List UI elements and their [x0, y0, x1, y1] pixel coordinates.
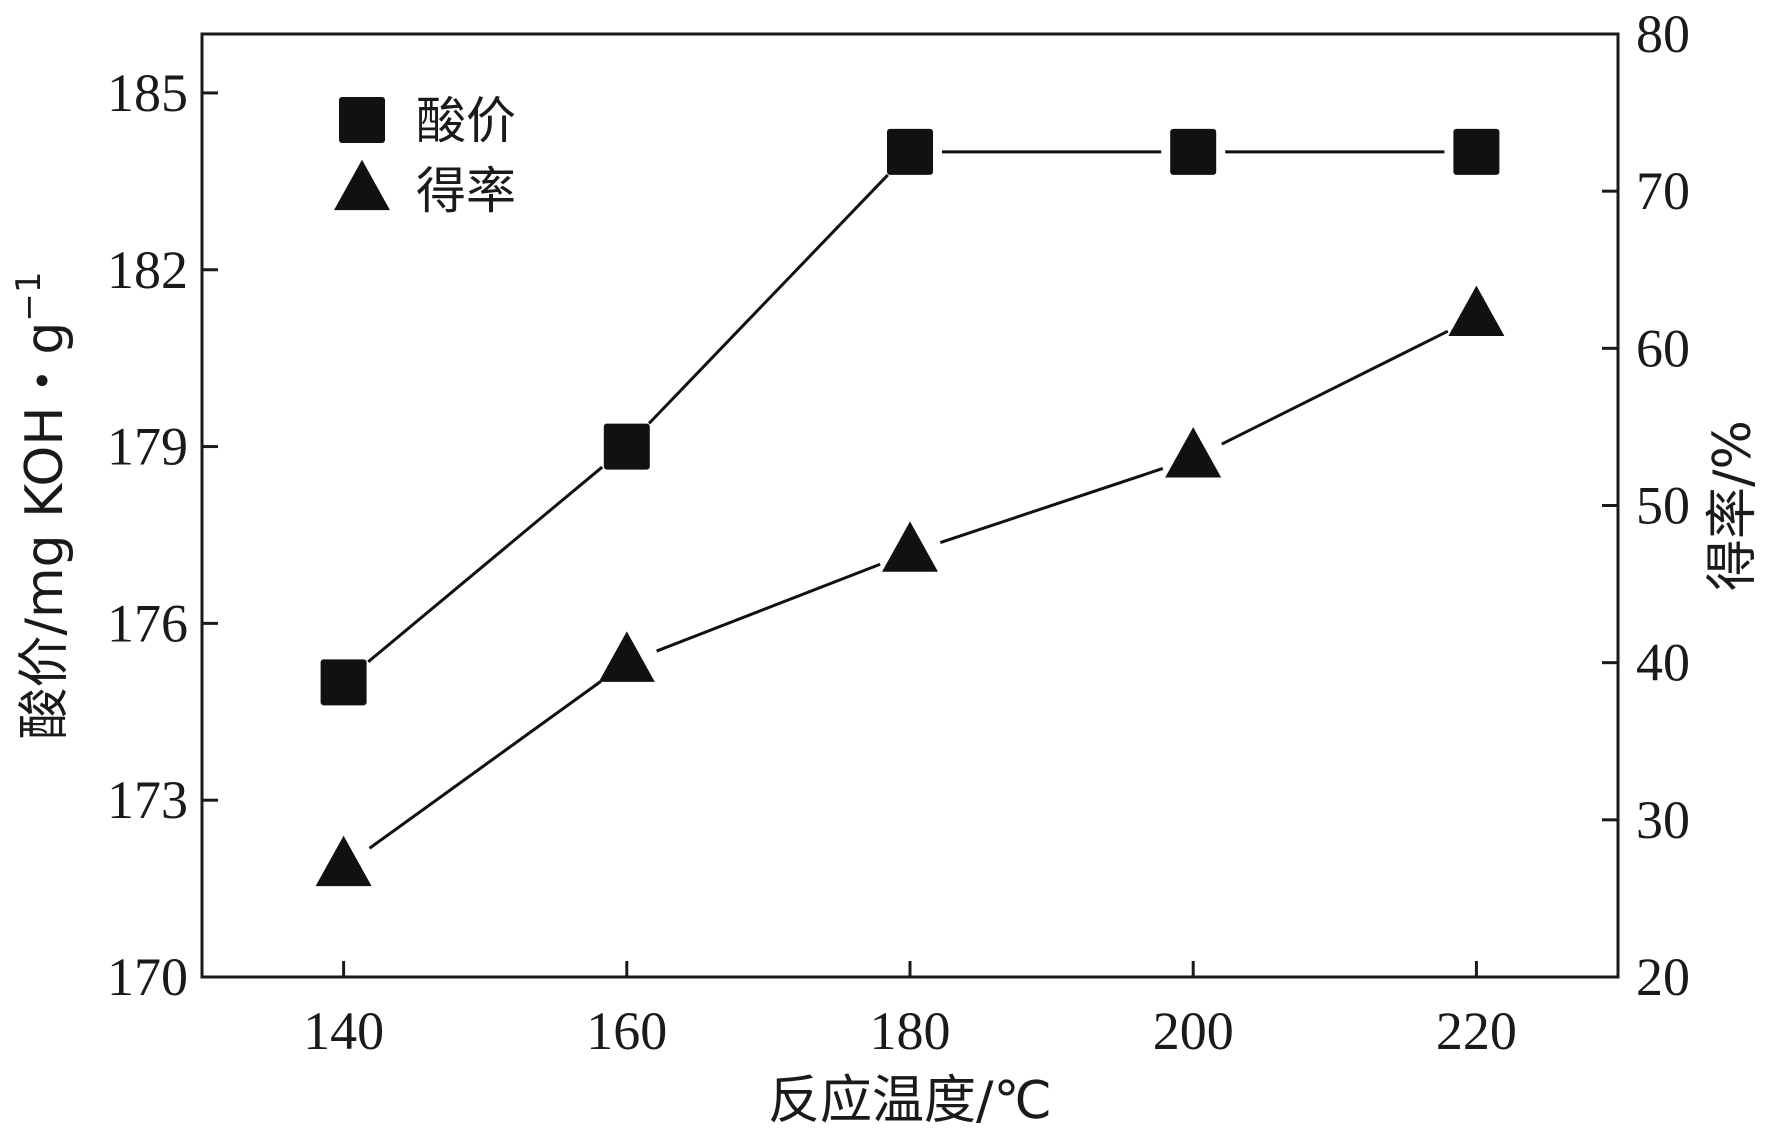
- legend-label-acid-value: 酸价: [416, 92, 516, 150]
- acid-value-point: [887, 128, 933, 175]
- x-tick-label: 160: [586, 1001, 667, 1061]
- yield-point: [882, 521, 938, 572]
- yield-point: [1165, 427, 1222, 478]
- yield-line-segment: [368, 680, 602, 850]
- y-left-axis-title-text: 酸价/mg KOH・g: [15, 322, 75, 740]
- yield-point: [315, 835, 372, 887]
- y-left-tick-label: 179: [107, 417, 188, 477]
- y-right-tick-label: 40: [1636, 633, 1690, 693]
- acid-value-point: [1170, 128, 1217, 175]
- x-tick-label: 220: [1436, 1001, 1517, 1061]
- y-right-tick-label: 60: [1636, 318, 1690, 378]
- y-left-tick-label: 176: [107, 593, 188, 653]
- y-right-tick-label: 50: [1636, 476, 1690, 536]
- yield-line-segment: [656, 562, 881, 653]
- acid-value-point: [320, 659, 367, 706]
- y-right-axis-title: 得率/%: [1703, 420, 1763, 591]
- acid-value-point: [603, 423, 650, 470]
- y-left-axis-title: 酸价/mg KOH・g−1: [9, 271, 75, 739]
- yield-point: [598, 631, 655, 682]
- y-left-tick-label: 182: [107, 240, 188, 300]
- legend-triangle-marker: [334, 159, 390, 211]
- y-right-tick-label: 30: [1636, 790, 1690, 850]
- yield-line-segment: [1221, 329, 1449, 446]
- y-left-axis-title-superscript: −1: [9, 271, 49, 321]
- acid-value-point: [1453, 128, 1500, 175]
- y-right-tick-label: 70: [1636, 161, 1690, 221]
- y-left-tick-label: 185: [107, 63, 188, 123]
- yield-point: [1448, 285, 1505, 337]
- y-right-tick-label: 80: [1636, 4, 1690, 64]
- plot-frame: [200, 32, 1620, 979]
- acid-value-line-segment: [367, 465, 604, 663]
- y-left-tick-label: 170: [107, 947, 188, 1007]
- legend-square-marker: [339, 97, 385, 143]
- y-right-tick-label: 20: [1636, 947, 1690, 1007]
- x-tick-label: 180: [870, 1001, 951, 1061]
- x-tick-label: 140: [303, 1001, 384, 1061]
- yield-line-segment: [939, 467, 1164, 544]
- x-axis-title: 反应温度/℃: [768, 1071, 1052, 1131]
- y-left-tick-label: 173: [107, 770, 188, 830]
- x-tick-label: 200: [1153, 1001, 1234, 1061]
- acid-value-line-segment: [647, 173, 889, 425]
- legend-label-yield: 得率: [416, 162, 516, 220]
